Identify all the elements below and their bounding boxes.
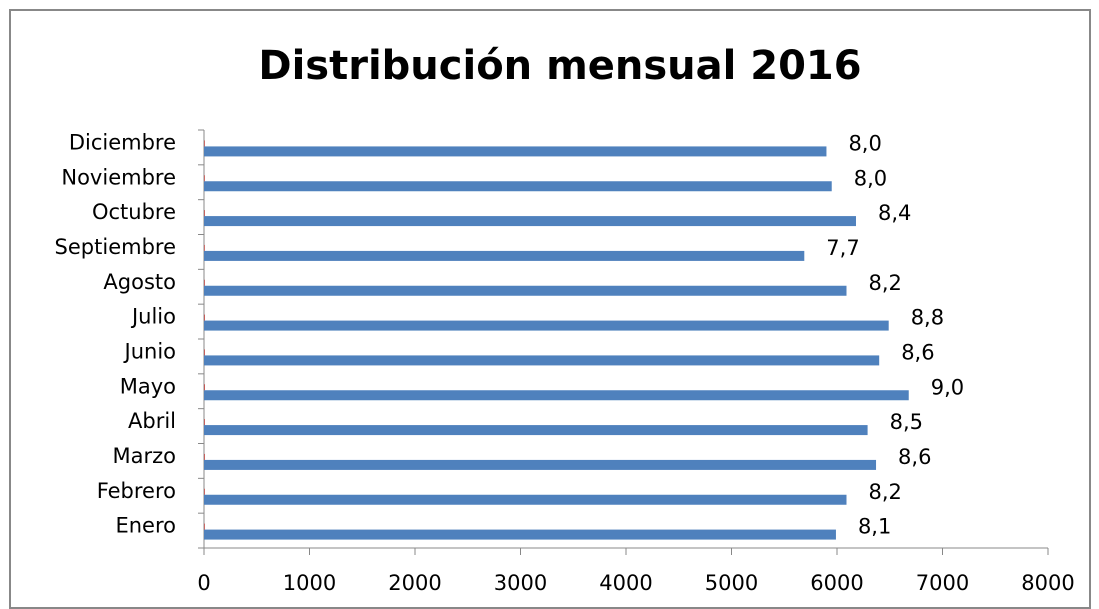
data-label: 8,0 — [848, 131, 881, 155]
x-tick-label: 1000 — [283, 571, 336, 595]
x-tick-label: 0 — [197, 571, 210, 595]
y-tick-label: Marzo — [113, 444, 177, 468]
data-label: 9,0 — [931, 375, 964, 399]
bar — [204, 390, 909, 401]
bar — [204, 140, 205, 147]
y-tick-label: Noviembre — [61, 165, 176, 189]
y-tick-label: Abril — [128, 409, 176, 433]
bar — [204, 250, 805, 261]
bar — [204, 523, 205, 530]
bar — [204, 425, 868, 436]
bar — [204, 181, 832, 192]
y-tick-label: Octubre — [92, 200, 176, 224]
x-tick-label: 8000 — [1021, 571, 1074, 595]
bar — [204, 244, 205, 251]
y-tick-label: Mayo — [120, 374, 176, 398]
chart-frame — [9, 9, 1091, 609]
bar — [204, 349, 205, 356]
x-tick-label: 5000 — [705, 571, 758, 595]
y-tick-label: Enero — [115, 514, 176, 538]
x-tick-label: 7000 — [916, 571, 969, 595]
bar — [204, 488, 205, 495]
bar — [204, 146, 827, 157]
bar — [204, 320, 889, 331]
bar — [204, 285, 847, 296]
data-label: 8,2 — [868, 480, 901, 504]
bar — [204, 459, 877, 470]
data-label: 8,0 — [854, 166, 887, 190]
data-label: 8,6 — [898, 445, 931, 469]
data-label: 8,8 — [911, 306, 944, 330]
bar — [204, 384, 205, 391]
data-label: 7,7 — [826, 236, 859, 260]
bar — [204, 175, 205, 182]
bar — [204, 279, 205, 286]
x-tick-label: 6000 — [810, 571, 863, 595]
bar — [204, 210, 205, 217]
y-tick-label: Agosto — [103, 270, 176, 294]
y-tick-label: Diciembre — [69, 130, 176, 154]
data-label: 8,5 — [890, 410, 923, 434]
x-tick-label: 2000 — [388, 571, 441, 595]
data-label: 8,2 — [868, 271, 901, 295]
y-tick-label: Junio — [123, 339, 177, 363]
data-label: 8,1 — [858, 515, 891, 539]
bar — [204, 529, 836, 540]
bar — [204, 453, 205, 460]
data-label: 8,4 — [878, 201, 911, 225]
bar — [204, 419, 205, 426]
data-label: 8,6 — [901, 340, 934, 364]
x-tick-label: 3000 — [494, 571, 547, 595]
bar — [204, 355, 880, 366]
bar — [204, 216, 856, 227]
chart-title: Distribución mensual 2016 — [258, 43, 861, 89]
y-tick-label: Febrero — [97, 479, 176, 503]
bar — [204, 314, 205, 321]
y-tick-label: Julio — [130, 305, 176, 329]
bar — [204, 494, 847, 505]
x-tick-label: 4000 — [599, 571, 652, 595]
y-tick-label: Septiembre — [55, 235, 176, 259]
